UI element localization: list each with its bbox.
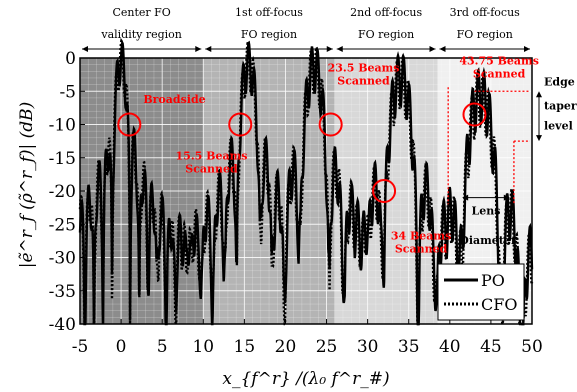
region-headers: Center FO validity region 1st off-focus FO … [82,6,530,52]
lens-arrow-right [503,194,510,201]
y-tick-label: -30 [49,249,76,269]
annotation-circle-1 [117,112,142,137]
region-3-arrow-left [336,46,343,52]
x-tick-label: 45 [480,337,502,357]
y-tick-label: -10 [49,116,76,136]
edge-taper-label-line-3: level [544,119,573,132]
legend-po-label: PO [481,271,505,290]
edge-taper-annotation: Edge taper level Lens Diameter [447,75,577,247]
x-tick-label: 35 [398,337,420,357]
x-tick-label: 40 [439,337,461,357]
edge-taper-label-line-1: Edge [544,75,575,88]
y-axis-label-text: |ẽ^r_f (ρ̃^r_f)| (dB) [17,102,37,269]
annotation-circle-3 [318,112,343,137]
region-1-title: Center FO [112,6,170,19]
edge-taper-arrow-down [536,135,542,142]
lens-label: Lens [472,204,501,217]
annotation-circle-4 [372,179,397,203]
y-tick-label: 0 [65,49,76,69]
edge-taper-label-line-2: taper [544,99,577,112]
y-tick-label: -25 [49,215,76,235]
region-3-subtitle: FO region [358,28,414,41]
region-3-arrow-right [429,46,436,52]
legend: PO CFO [437,263,525,321]
region-2-arrow-left [205,46,212,52]
legend-cfo-label: CFO [481,295,517,314]
annotation-label-4: 34 Beams Scanned [391,230,451,256]
region-2-title: 1st off-focus [235,6,303,19]
annotation-circle-5 [462,102,487,127]
region-4-arrow-right [524,46,530,52]
y-tick-label: -40 [49,315,76,335]
x-tick-label: 30 [357,337,379,357]
region-1-subtitle: validity region [100,28,182,41]
lens-arrow-left [462,194,469,201]
diameter-label: Diameter [459,234,517,247]
x-tick-label: -5 [72,337,89,357]
x-axis-label: x_{f^r} /(λ₀ f^r_#) [222,369,389,389]
y-tick-label: -20 [49,182,76,202]
x-tick-label: 15 [234,337,256,357]
legend-box [437,263,525,321]
annotation-label-3: 23.5 Beams Scanned [328,61,400,87]
x-tick-label: 20 [275,337,297,357]
region-3-title: 2nd off-focus [350,6,422,19]
y-tick-label: -5 [59,82,76,102]
y-tick-label: -35 [49,282,76,302]
region-4-title: 3rd off-focus [450,6,520,19]
region-4-subtitle: FO region [457,28,513,41]
x-tick-label: 0 [116,337,127,357]
scan-annotations: Broadside 15.5 Beams Scanned 23.5 Beams Scan… [117,55,539,256]
x-tick-label: 25 [316,337,338,357]
y-axis-label: |ẽ^r_f (ρ̃^r_f)| (dB) [17,102,37,269]
region-1-arrow-right [195,46,202,52]
region-1-arrow-left [82,46,88,52]
x-tick-label: 5 [157,337,168,357]
annotation-label-1: Broadside [143,93,205,106]
region-2-arrow-right [326,46,333,52]
annotation-circle-2 [228,112,253,137]
annotation-label-5: 43.75 Beams Scanned [459,55,539,81]
y-tick-label: -15 [49,149,76,169]
edge-taper-arrow-up [536,91,542,98]
region-4-arrow-left [439,46,446,52]
x-tick-label: 10 [192,337,214,357]
annotation-label-2: 15.5 Beams Scanned [176,150,248,176]
region-2-subtitle: FO region [241,28,297,41]
x-tick-label: 50 [521,337,543,357]
